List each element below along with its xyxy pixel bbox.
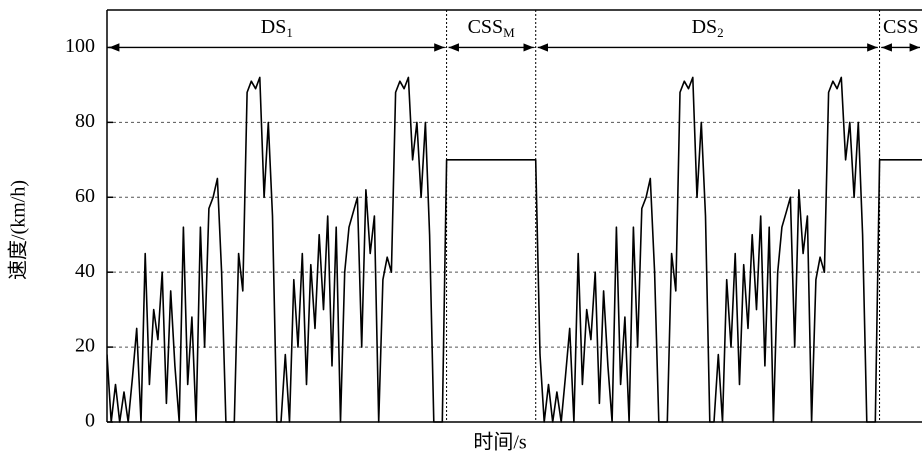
region-label-text: CSS [883, 16, 919, 38]
region-label: CSS [883, 16, 919, 38]
y-tick-label: 40 [75, 260, 95, 282]
y-tick-label: 60 [75, 185, 95, 207]
y-tick-label: 80 [75, 110, 95, 132]
y-tick-label: 20 [75, 335, 95, 357]
region-label: CSSM [468, 16, 516, 40]
speed-line [107, 76, 922, 423]
y-tick-label: 0 [85, 410, 95, 432]
x-axis-label: 时间/s [473, 431, 527, 454]
region-label-sub: 2 [717, 25, 724, 40]
region-label-text: DS [692, 16, 718, 38]
region-label: DS1 [261, 16, 293, 40]
plot-area: DS1 CSSM DS2 CSS [107, 10, 922, 423]
region-label-text: DS [261, 16, 287, 38]
region-label-sub: M [503, 25, 515, 40]
region-label-sub: 1 [286, 25, 293, 40]
region-label-text: CSS [468, 16, 504, 38]
y-axis-label: 速度/(km/h) [7, 180, 30, 280]
y-tick-label: 100 [65, 35, 95, 57]
region-label: DS2 [692, 16, 724, 40]
